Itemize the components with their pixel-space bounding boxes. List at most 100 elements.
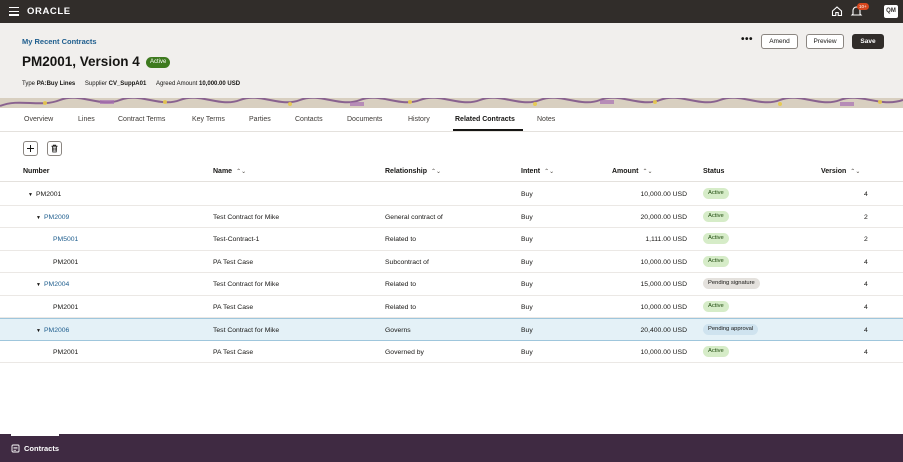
column-header-intent[interactable]: Intent ⌃⌄ xyxy=(521,168,555,175)
add-button[interactable] xyxy=(23,141,38,156)
intent: Buy xyxy=(521,213,533,221)
table-row[interactable]: ▼ PM2004 Test Contract for Mike Related … xyxy=(0,273,903,296)
agreed-amount-label: Agreed Amount xyxy=(155,81,198,87)
amount: 10,000.00 USD xyxy=(640,303,687,311)
tab-related-contracts[interactable]: Related Contracts xyxy=(455,116,515,123)
active-tab-indicator xyxy=(453,129,523,131)
preview-button[interactable]: Preview xyxy=(806,34,844,49)
relationship: Governed by xyxy=(385,348,424,356)
tab-overview[interactable]: Overview xyxy=(24,116,54,123)
table-row[interactable]: PM2001 PA Test Case Subcontract of Buy 1… xyxy=(0,251,903,273)
relationship: Governs xyxy=(385,327,411,334)
breadcrumb-my-recent-contracts[interactable]: My Recent Contracts xyxy=(22,37,97,46)
agreed-amount-value: 10,000.00 USD xyxy=(199,81,241,87)
status-badge: Active xyxy=(703,255,729,267)
tab-parties[interactable]: Parties xyxy=(249,116,271,123)
page-title: PM2001, Version 4 xyxy=(22,54,140,69)
amount: 20,000.00 USD xyxy=(640,213,687,221)
relationship: Related to xyxy=(385,236,416,243)
collapse-caret-icon[interactable]: ▼ xyxy=(36,214,41,221)
intent: Buy xyxy=(521,191,533,198)
trash-icon xyxy=(51,144,58,153)
column-header-version[interactable]: Version ⌃⌄ xyxy=(821,168,861,175)
home-icon[interactable] xyxy=(831,5,843,17)
amount: 1,111.00 USD xyxy=(645,236,687,243)
table-row-selected[interactable]: ▼ PM2006 Test Contract for Mike Governs … xyxy=(0,318,903,341)
column-header-status[interactable]: Status xyxy=(703,168,725,175)
sort-icon[interactable]: ⌃⌄ xyxy=(544,169,555,175)
intent: Buy xyxy=(521,281,533,288)
contract-name: PA Test Case xyxy=(213,348,254,356)
contract-number-link[interactable]: PM2009 xyxy=(44,213,70,221)
table-row[interactable]: ▼ PM2001 Buy 10,000.00 USD Active 4 xyxy=(0,183,903,206)
amount: 10,000.00 USD xyxy=(640,191,687,198)
sort-icon[interactable]: ⌃⌄ xyxy=(642,169,653,175)
tab-bar: Overview Lines Contract Terms Key Terms … xyxy=(0,108,903,132)
status-badge: Active xyxy=(703,345,729,357)
table-row[interactable]: PM5001 Test-Contract-1 Related to Buy 1,… xyxy=(0,228,903,251)
collapse-caret-icon[interactable]: ▼ xyxy=(36,328,41,334)
relationship: Related to xyxy=(385,281,416,288)
oracle-logo: ORACLE xyxy=(27,6,71,17)
contract-number: PM2001 xyxy=(53,258,79,266)
tab-lines[interactable]: Lines xyxy=(78,116,95,123)
contract-number: PM2001 xyxy=(53,348,79,356)
contract-name: Test Contract for Mike xyxy=(213,327,280,334)
footer-tab-contracts[interactable]: Contracts xyxy=(11,434,59,462)
status-badge: Active xyxy=(146,57,171,68)
contract-number-link[interactable]: PM5001 xyxy=(53,236,79,243)
decorative-banner xyxy=(0,98,903,108)
global-header: ORACLE 10+ QM xyxy=(0,0,903,23)
delete-button[interactable] xyxy=(47,141,62,156)
contract-name: Test Contract for Mike xyxy=(213,213,280,221)
intent: Buy xyxy=(521,348,533,356)
column-header-amount[interactable]: Amount ⌃⌄ xyxy=(612,168,653,175)
status-badge: Pending signature xyxy=(703,278,760,289)
column-header-number[interactable]: Number xyxy=(23,168,50,175)
table-row[interactable]: ▼ PM2009 Test Contract for Mike General … xyxy=(0,206,903,228)
table-row[interactable]: PM2001 PA Test Case Related to Buy 10,00… xyxy=(0,296,903,318)
relationship: Subcontract of xyxy=(385,258,429,266)
table-row[interactable]: PM2001 PA Test Case Governed by Buy 10,0… xyxy=(0,341,903,363)
user-avatar[interactable]: QM xyxy=(884,5,898,18)
sort-icon[interactable]: ⌃⌄ xyxy=(236,169,247,175)
tab-key-terms[interactable]: Key Terms xyxy=(192,116,225,123)
tab-contacts[interactable]: Contacts xyxy=(295,116,323,123)
sort-icon[interactable]: ⌃⌄ xyxy=(431,169,442,175)
tab-history[interactable]: History xyxy=(408,116,430,123)
more-actions-button[interactable]: ••• xyxy=(741,34,754,45)
sort-icon[interactable]: ⌃⌄ xyxy=(850,169,861,175)
plus-icon xyxy=(27,145,34,152)
contract-number: PM2001 xyxy=(36,191,62,198)
status-badge: Active xyxy=(703,300,729,312)
menu-icon[interactable] xyxy=(9,7,19,16)
contracts-icon xyxy=(11,444,20,452)
tab-documents[interactable]: Documents xyxy=(347,116,383,123)
version: 4 xyxy=(864,258,868,266)
save-button[interactable]: Save xyxy=(852,34,884,49)
notification-count-badge: 10+ xyxy=(857,3,869,10)
version: 4 xyxy=(864,348,868,356)
status-badge: Active xyxy=(703,233,729,244)
table-header: Number Name ⌃⌄ Relationship ⌃⌄ Intent ⌃⌄ Am… xyxy=(0,160,903,182)
intent: Buy xyxy=(521,258,533,266)
contract-number-link[interactable]: PM2004 xyxy=(44,281,70,288)
amend-button[interactable]: Amend xyxy=(761,34,798,49)
intent: Buy xyxy=(521,236,533,243)
amount: 20,400.00 USD xyxy=(640,327,687,334)
relationship: Related to xyxy=(385,303,416,311)
amount: 10,000.00 USD xyxy=(640,258,687,266)
type-label: Type xyxy=(22,81,36,87)
collapse-caret-icon[interactable]: ▼ xyxy=(36,282,41,288)
tab-notes[interactable]: Notes xyxy=(537,116,556,123)
intent: Buy xyxy=(521,303,533,311)
collapse-caret-icon[interactable]: ▼ xyxy=(28,192,33,198)
amount: 10,000.00 USD xyxy=(640,348,687,356)
contract-number-link[interactable]: PM2006 xyxy=(44,327,70,334)
status-badge: Active xyxy=(703,188,729,199)
column-header-name[interactable]: Name ⌃⌄ xyxy=(213,168,247,175)
amount: 15,000.00 USD xyxy=(640,281,687,288)
supplier-label: Supplier xyxy=(84,81,107,87)
tab-contract-terms[interactable]: Contract Terms xyxy=(118,116,166,123)
column-header-relationship[interactable]: Relationship ⌃⌄ xyxy=(385,168,442,175)
